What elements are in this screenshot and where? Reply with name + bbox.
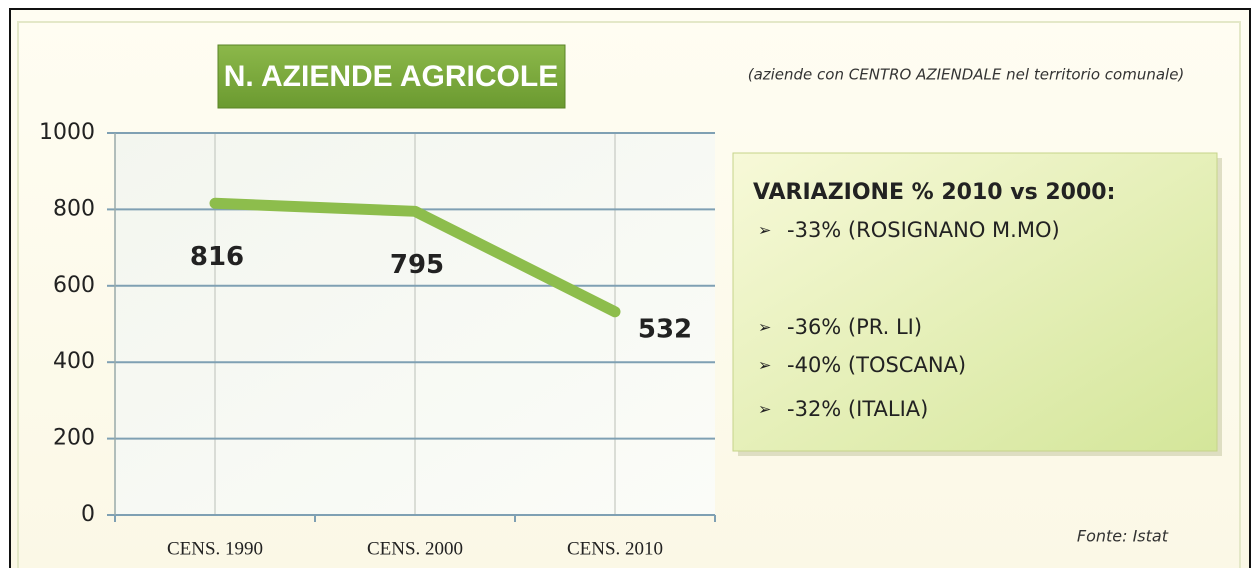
- annotation-item: -36% (PR. LI): [787, 315, 922, 339]
- x-tick-label: CENS. 2000: [367, 538, 463, 559]
- bullet: ➢: [758, 400, 771, 419]
- bullet: ➢: [758, 318, 771, 337]
- inner-frame: [17, 21, 1241, 568]
- line: [209, 197, 621, 318]
- subtitle: (aziende con CENTRO AZIENDALE nel territ…: [748, 66, 1185, 84]
- chart-title: N. AZIENDE AGRICOLE: [224, 60, 558, 93]
- y-tick-label: 400: [53, 349, 95, 374]
- y-tick-label: 1000: [39, 120, 95, 145]
- title-box: [217, 44, 566, 109]
- data-label: 795: [390, 250, 444, 280]
- data-label: 816: [190, 242, 244, 272]
- annotation-title: VARIAZIONE % 2010 vs 2000:: [753, 180, 1115, 205]
- y-tick-label: 200: [53, 426, 95, 451]
- annotation-item: -32% (ITALIA): [787, 397, 928, 421]
- data-label: 532: [638, 314, 692, 344]
- annotation-item: -40% (TOSCANA): [787, 353, 966, 377]
- x-tick-label: CENS. 2010: [567, 538, 663, 559]
- annotation-box: [732, 152, 1218, 452]
- annotation-item: -33% (ROSIGNANO M.MO): [787, 218, 1060, 242]
- y-tick-label: 600: [53, 273, 95, 298]
- x-tick-label: CENS. 1990: [167, 538, 263, 559]
- source: Fonte: Istat: [1077, 527, 1169, 546]
- bullet: ➢: [758, 221, 771, 240]
- y-tick-label: 800: [53, 196, 95, 221]
- y-tick-label: 0: [81, 502, 95, 527]
- bullets: ➢ ➢ ➢ ➢: [758, 221, 771, 419]
- bullet: ➢: [758, 356, 771, 375]
